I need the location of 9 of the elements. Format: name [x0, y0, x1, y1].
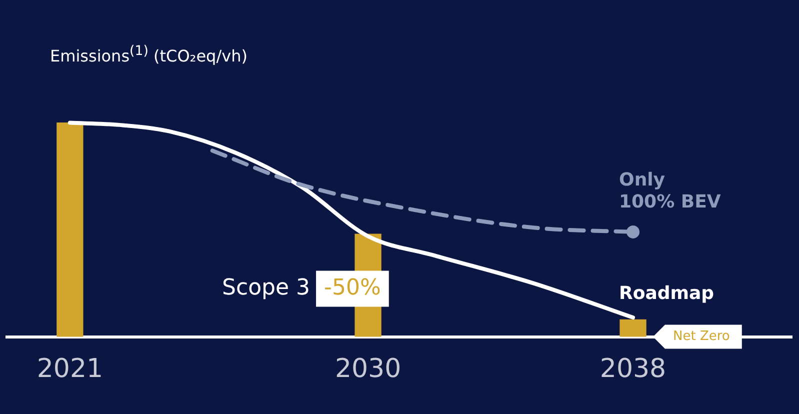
series-label: Only 100% BEV [619, 170, 721, 213]
annotation: -50% [324, 276, 381, 301]
series-label: Roadmap [619, 283, 714, 304]
x-tick-label: 2030 [334, 354, 402, 384]
annotation: Scope 3 [222, 276, 310, 301]
annotation: Net Zero [673, 329, 730, 344]
x-tick-label: 2021 [36, 354, 104, 384]
x-tick-label: 2038 [600, 354, 666, 384]
chart-title: Emissions$^{(1)}$ (tCO₂eq/vh) [50, 44, 248, 66]
